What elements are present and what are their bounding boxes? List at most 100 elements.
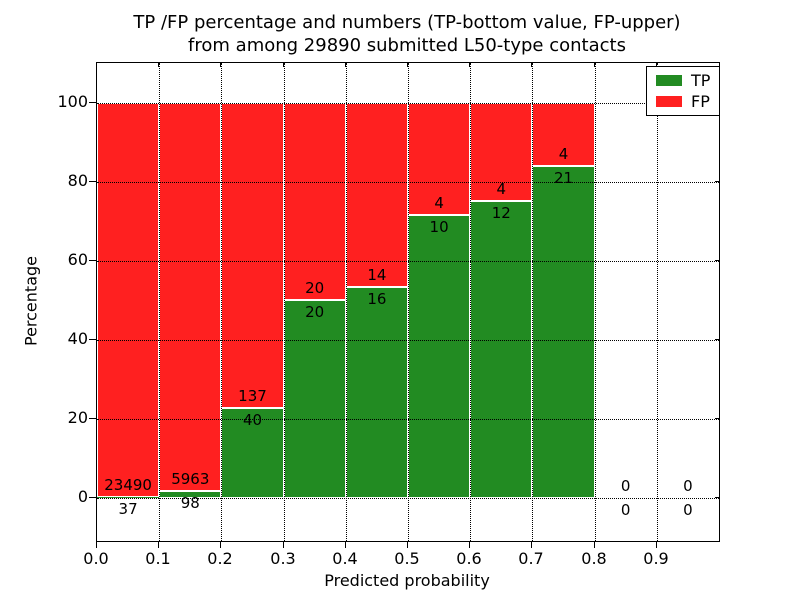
- fp-bar: [283, 102, 346, 301]
- x-tick-label: 0.2: [207, 549, 233, 568]
- tp-bar: [532, 165, 595, 498]
- legend-item-fp: FP: [656, 92, 710, 111]
- x-tick-label: 0.3: [270, 549, 296, 568]
- bars-layer: [97, 63, 719, 541]
- y-tick-mark: [89, 102, 96, 103]
- fp-count-label: 20: [305, 279, 325, 298]
- tp-count-label: 10: [429, 218, 449, 237]
- fp-count-label: 4: [558, 144, 569, 163]
- y-tick-mark: [89, 339, 96, 340]
- tp-count-label: 20: [305, 303, 325, 322]
- tp-legend-swatch: [656, 75, 682, 86]
- x-tick-label: 0.4: [332, 549, 358, 568]
- legend: TP FP: [646, 66, 721, 116]
- tp-count-label: 37: [118, 499, 138, 518]
- x-tick-mark-top: [283, 63, 284, 67]
- y-tick-mark: [89, 181, 96, 182]
- tp-bar: [221, 408, 284, 498]
- x-tick-mark: [345, 542, 346, 548]
- x-tick-mark-top: [158, 63, 159, 67]
- chart-title-line1: TP /FP percentage and numbers (TP-bottom…: [133, 12, 681, 33]
- gridline-x-0.4: [346, 63, 347, 541]
- grid-layer: [97, 63, 719, 541]
- tp-bar: [97, 496, 160, 498]
- fp-bar: [159, 102, 222, 492]
- y-tick-label: 20: [67, 408, 88, 427]
- gridline-x-0.9: [657, 63, 658, 541]
- tp-count-label: 0: [620, 500, 631, 519]
- x-tick-mark-top: [656, 63, 657, 67]
- x-tick-mark-top: [407, 63, 408, 67]
- fp-count-label: 137: [238, 387, 267, 406]
- tp-count-label: 98: [180, 494, 200, 513]
- tp-count-label: 0: [683, 500, 693, 519]
- fp-legend-swatch: [656, 96, 682, 107]
- legend-item-tp: TP: [656, 71, 711, 90]
- fp-bar: [532, 102, 595, 166]
- fp-count-label: 4: [434, 194, 444, 213]
- y-tick-label: 100: [57, 92, 88, 111]
- tp-count-label: 21: [553, 168, 574, 187]
- fp-count-label: 0: [683, 476, 693, 495]
- x-tick-mark: [407, 542, 408, 548]
- x-tick-mark: [96, 542, 97, 548]
- x-tick-mark-top: [594, 63, 595, 67]
- x-axis-label: Predicted probability: [324, 571, 490, 590]
- x-tick-mark: [469, 542, 470, 548]
- x-tick-label: 0.0: [83, 549, 109, 568]
- y-tick-mark: [89, 418, 96, 419]
- gridline-x-0.8: [595, 63, 596, 541]
- y-tick-label: 0: [77, 487, 88, 506]
- legend-label-tp: TP: [691, 71, 711, 90]
- gridline-x-0.7: [532, 63, 533, 541]
- x-tick-label: 0.5: [394, 549, 420, 568]
- x-tick-mark: [283, 542, 284, 548]
- x-tick-label: 0.7: [518, 549, 544, 568]
- fp-count-label: 0: [620, 476, 631, 495]
- fp-bar: [345, 102, 408, 287]
- x-tick-mark: [220, 542, 221, 548]
- y-tick-label: 60: [67, 250, 88, 269]
- fp-count-label: 5963: [171, 470, 210, 489]
- y-tick-mark-right: [715, 418, 719, 419]
- gridline-x-0.2: [221, 63, 222, 541]
- y-tick-mark-right: [715, 339, 719, 340]
- y-tick-label: 40: [67, 329, 88, 348]
- x-tick-mark: [158, 542, 159, 548]
- x-tick-mark-top: [531, 63, 532, 67]
- fp-count-label: 14: [367, 265, 387, 284]
- fp-count-label: 23490: [104, 475, 152, 494]
- gridline-x-0.6: [470, 63, 471, 541]
- x-tick-label: 0.9: [643, 549, 669, 568]
- tp-count-label: 16: [367, 289, 387, 308]
- x-tick-label: 0.8: [581, 549, 607, 568]
- gridline-x-0.1: [159, 63, 160, 541]
- legend-label-fp: FP: [691, 92, 710, 111]
- x-tick-mark-top: [469, 63, 470, 67]
- fp-bar: [221, 102, 284, 409]
- fp-count-label: 4: [496, 180, 507, 199]
- x-tick-mark-top: [220, 63, 221, 67]
- chart-title: TP /FP percentage and numbers (TP-bottom…: [96, 11, 718, 57]
- x-tick-mark: [531, 542, 532, 548]
- x-tick-label: 0.6: [456, 549, 482, 568]
- x-tick-mark: [594, 542, 595, 548]
- tp-bar: [283, 300, 346, 498]
- x-tick-label: 0.1: [145, 549, 171, 568]
- gridline-x-0.3: [284, 63, 285, 541]
- plot-area: 23490 37 5963 98 137 40 20 20 14 16 4 10 4 12 4 21 0 0 0 0 …: [96, 62, 721, 542]
- tp-bar: [470, 201, 533, 498]
- y-tick-mark: [89, 260, 96, 261]
- tp-count-label: 40: [242, 411, 263, 430]
- bar-count-labels-layer: 23490 37 5963 98 137 40 20 20 14 16 4 10 4 12 4 21 0 0 0 0: [97, 63, 719, 541]
- y-tick-mark-right: [715, 497, 719, 498]
- y-tick-mark: [89, 497, 96, 498]
- fp-bar: [97, 102, 160, 497]
- y-tick-mark-right: [715, 260, 719, 261]
- gridline-x-0.5: [408, 63, 409, 541]
- x-tick-mark: [656, 542, 657, 548]
- tp-bar: [345, 286, 408, 498]
- tp-bar: [408, 215, 471, 498]
- y-tick-mark-right: [715, 181, 719, 182]
